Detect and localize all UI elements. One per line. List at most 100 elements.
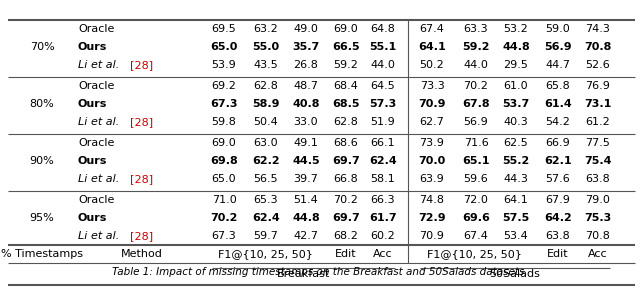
Text: [28]: [28] bbox=[130, 60, 153, 70]
Text: 56.5: 56.5 bbox=[253, 174, 278, 184]
Text: 71.0: 71.0 bbox=[212, 195, 236, 205]
Text: 50Salads: 50Salads bbox=[490, 269, 540, 279]
Text: 90%: 90% bbox=[29, 156, 54, 166]
Text: 67.3: 67.3 bbox=[211, 99, 237, 109]
Text: 68.6: 68.6 bbox=[333, 138, 358, 148]
Text: 62.7: 62.7 bbox=[420, 117, 444, 127]
Text: 40.8: 40.8 bbox=[292, 99, 320, 109]
Text: 54.2: 54.2 bbox=[545, 117, 570, 127]
Text: 51.9: 51.9 bbox=[371, 117, 396, 127]
Text: 65.0: 65.0 bbox=[211, 42, 237, 52]
Text: 62.2: 62.2 bbox=[252, 156, 280, 166]
Text: 62.4: 62.4 bbox=[369, 156, 397, 166]
Text: % Timestamps: % Timestamps bbox=[1, 249, 83, 259]
Text: 63.2: 63.2 bbox=[253, 24, 278, 34]
Text: 95%: 95% bbox=[29, 213, 54, 223]
Text: 63.8: 63.8 bbox=[586, 174, 611, 184]
Text: 73.9: 73.9 bbox=[420, 138, 444, 148]
Text: 70.0: 70.0 bbox=[419, 156, 445, 166]
Text: 64.1: 64.1 bbox=[418, 42, 446, 52]
Text: F1@{10, 25, 50}: F1@{10, 25, 50} bbox=[218, 249, 312, 259]
Text: Acc: Acc bbox=[373, 249, 393, 259]
Text: 48.7: 48.7 bbox=[294, 81, 319, 91]
Text: 57.5: 57.5 bbox=[502, 213, 530, 223]
Text: 63.8: 63.8 bbox=[546, 231, 570, 241]
Text: Ours: Ours bbox=[78, 42, 108, 52]
Text: 29.5: 29.5 bbox=[504, 60, 529, 70]
Text: 66.9: 66.9 bbox=[546, 138, 570, 148]
Text: 68.5: 68.5 bbox=[332, 99, 360, 109]
Text: Breakfast: Breakfast bbox=[277, 269, 330, 279]
Text: 70.9: 70.9 bbox=[420, 231, 444, 241]
Text: 64.8: 64.8 bbox=[371, 24, 396, 34]
Text: Ours: Ours bbox=[78, 213, 108, 223]
Text: 44.8: 44.8 bbox=[502, 42, 530, 52]
Text: 44.8: 44.8 bbox=[292, 213, 320, 223]
Text: 55.0: 55.0 bbox=[252, 42, 280, 52]
Text: 63.0: 63.0 bbox=[253, 138, 278, 148]
Text: 43.5: 43.5 bbox=[253, 60, 278, 70]
Text: 70%: 70% bbox=[29, 42, 54, 52]
Text: Oracle: Oracle bbox=[78, 138, 115, 148]
Text: 62.8: 62.8 bbox=[253, 81, 278, 91]
Text: 44.5: 44.5 bbox=[292, 156, 320, 166]
Text: 69.2: 69.2 bbox=[212, 81, 236, 91]
Text: 60.2: 60.2 bbox=[371, 231, 396, 241]
Text: 73.1: 73.1 bbox=[584, 99, 612, 109]
Text: 52.6: 52.6 bbox=[586, 60, 611, 70]
Text: 50.4: 50.4 bbox=[253, 117, 278, 127]
Text: 74.8: 74.8 bbox=[419, 195, 445, 205]
Text: Li: Li bbox=[78, 231, 91, 241]
Text: 63.9: 63.9 bbox=[420, 174, 444, 184]
Text: 49.0: 49.0 bbox=[294, 24, 319, 34]
Text: Edit: Edit bbox=[547, 249, 569, 259]
Text: 80%: 80% bbox=[29, 99, 54, 109]
Text: Li: Li bbox=[78, 60, 91, 70]
Text: 64.2: 64.2 bbox=[544, 213, 572, 223]
Text: 59.2: 59.2 bbox=[462, 42, 490, 52]
Text: 53.2: 53.2 bbox=[504, 24, 529, 34]
Text: 70.2: 70.2 bbox=[211, 213, 237, 223]
Text: Acc: Acc bbox=[588, 249, 608, 259]
Text: 65.3: 65.3 bbox=[253, 195, 278, 205]
Text: Ours: Ours bbox=[78, 99, 108, 109]
Text: 42.7: 42.7 bbox=[294, 231, 319, 241]
Text: et al.: et al. bbox=[91, 60, 119, 70]
Text: 56.9: 56.9 bbox=[544, 42, 572, 52]
Text: Oracle: Oracle bbox=[78, 24, 115, 34]
Text: 75.3: 75.3 bbox=[584, 213, 612, 223]
Text: 35.7: 35.7 bbox=[292, 42, 319, 52]
Text: 39.7: 39.7 bbox=[294, 174, 319, 184]
Text: 55.2: 55.2 bbox=[502, 156, 530, 166]
Text: 73.3: 73.3 bbox=[420, 81, 444, 91]
Text: 69.7: 69.7 bbox=[332, 213, 360, 223]
Text: 66.5: 66.5 bbox=[332, 42, 360, 52]
Text: 79.0: 79.0 bbox=[586, 195, 611, 205]
Text: 65.0: 65.0 bbox=[212, 174, 236, 184]
Text: Li: Li bbox=[78, 117, 91, 127]
Text: 75.4: 75.4 bbox=[584, 156, 612, 166]
Text: 70.2: 70.2 bbox=[463, 81, 488, 91]
Text: 61.0: 61.0 bbox=[504, 81, 528, 91]
Text: 44.7: 44.7 bbox=[545, 60, 570, 70]
Text: 72.9: 72.9 bbox=[418, 213, 446, 223]
Text: 44.3: 44.3 bbox=[504, 174, 529, 184]
Text: 58.9: 58.9 bbox=[252, 99, 280, 109]
Text: 67.9: 67.9 bbox=[545, 195, 570, 205]
Text: 71.6: 71.6 bbox=[463, 138, 488, 148]
Text: 62.4: 62.4 bbox=[252, 213, 280, 223]
Text: Edit: Edit bbox=[335, 249, 357, 259]
Text: 62.1: 62.1 bbox=[544, 156, 572, 166]
Text: 66.1: 66.1 bbox=[371, 138, 396, 148]
Text: 70.8: 70.8 bbox=[584, 42, 612, 52]
Text: F1@{10, 25, 50}: F1@{10, 25, 50} bbox=[427, 249, 522, 259]
Text: 61.2: 61.2 bbox=[586, 117, 611, 127]
Text: Method: Method bbox=[121, 249, 163, 259]
Text: 61.7: 61.7 bbox=[369, 213, 397, 223]
Text: 74.3: 74.3 bbox=[586, 24, 611, 34]
Text: 51.4: 51.4 bbox=[294, 195, 318, 205]
Text: 56.9: 56.9 bbox=[463, 117, 488, 127]
Text: 61.4: 61.4 bbox=[544, 99, 572, 109]
Text: [28]: [28] bbox=[130, 117, 153, 127]
Text: 65.1: 65.1 bbox=[462, 156, 490, 166]
